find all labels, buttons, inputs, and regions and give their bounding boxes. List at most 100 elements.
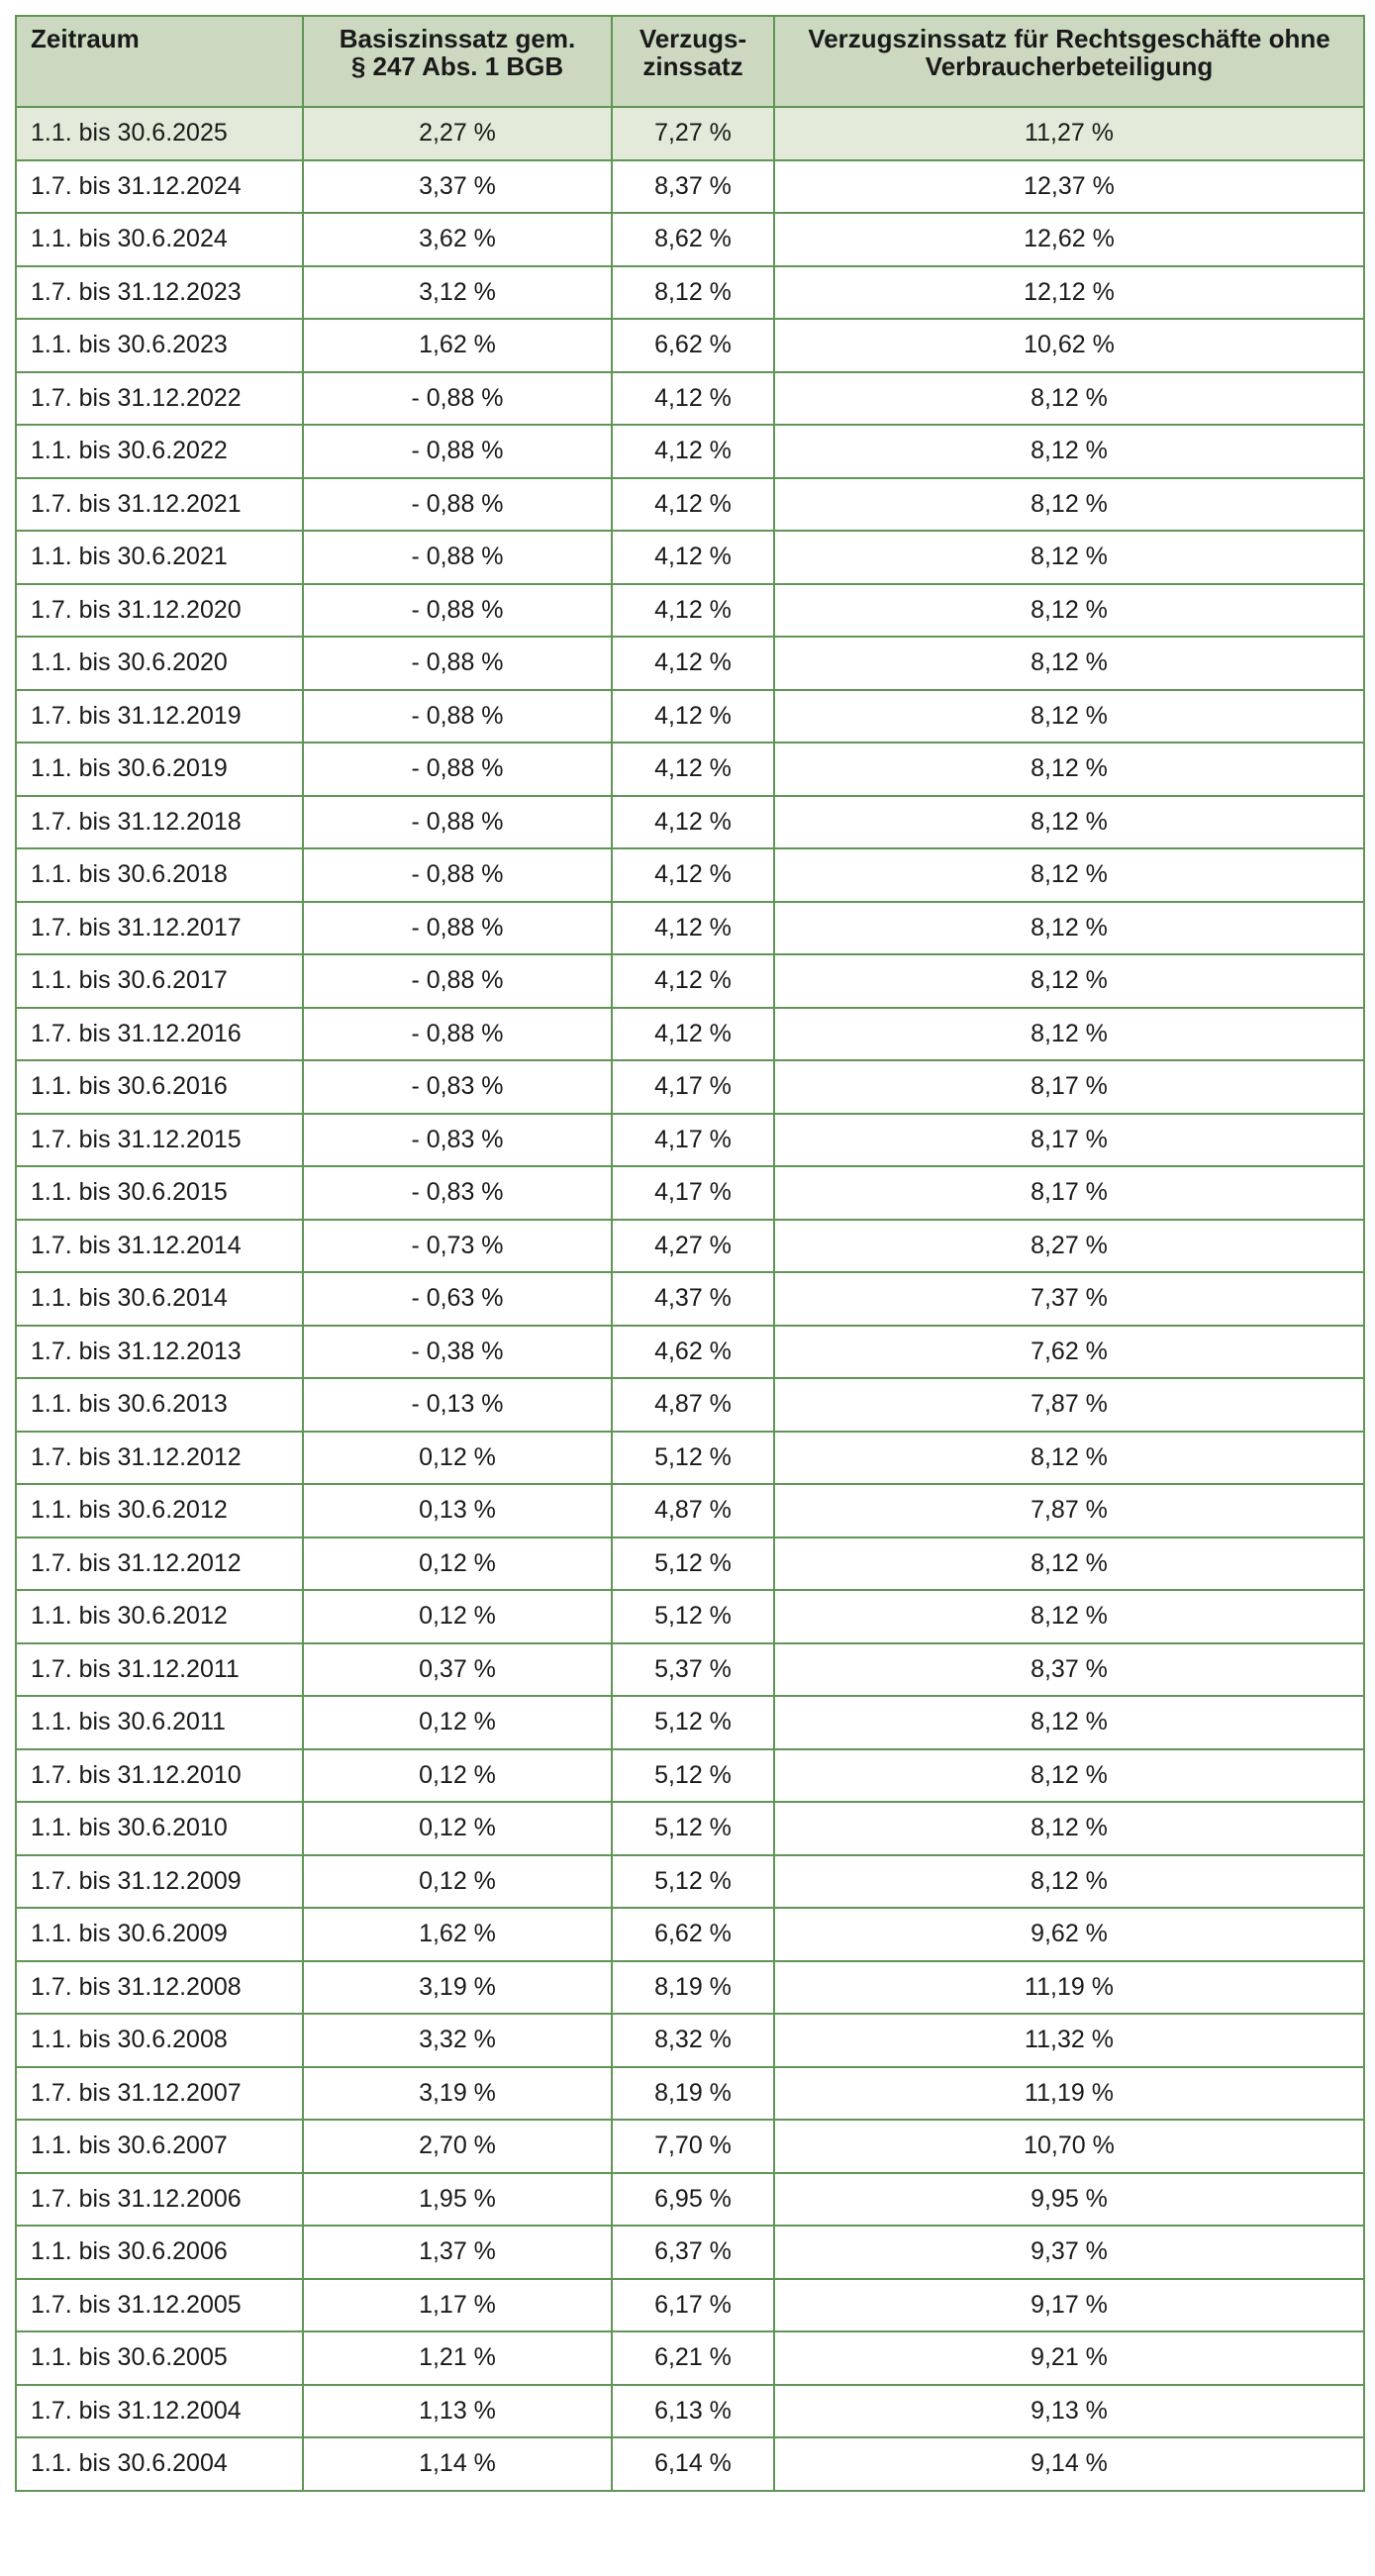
cell-verzugszinssatz: 4,12 % [611,1006,775,1061]
cell-rechtsgeschaefte: 10,70 % [773,2119,1365,2174]
cell-basiszinssatz: 3,32 % [302,2013,613,2068]
cell-zeitraum: 1.1. bis 30.6.2014 [15,1271,304,1327]
table-row: 1.1. bis 30.6.2012 0,13 % 4,87 % 7,87 % [15,1483,1365,1538]
cell-zeitraum: 1.1. bis 30.6.2023 [15,318,304,373]
table-row: 1.1. bis 30.6.2022- 0,88 % 4,12 % 8,12 % [15,424,1365,479]
table-row: 1.1. bis 30.6.2025 2,27 % 7,27 % 11,27 % [15,106,1365,161]
cell-rechtsgeschaefte: 8,17 % [773,1059,1365,1115]
table-row: 1.7. bis 31.12.2004 1,13 % 6,13 % 9,13 % [15,2383,1365,2438]
table-row: 1.7. bis 31.12.2019- 0,88 % 4,12 % 8,12 % [15,688,1365,743]
table-row: 1.1. bis 30.6.2004 1,14 % 6,14 % 9,14 % [15,2436,1365,2492]
table-row: 1.1. bis 30.6.2005 1,21 % 6,21 % 9,21 % [15,2330,1365,2386]
cell-zeitraum: 1.1. bis 30.6.2020 [15,636,304,691]
cell-zeitraum: 1.1. bis 30.6.2022 [15,424,304,479]
cell-zeitraum: 1.1. bis 30.6.2004 [15,2436,304,2492]
cell-basiszinssatz: - 0,88 % [302,582,613,638]
table-row: 1.7. bis 31.12.2010 0,12 % 5,12 % 8,12 % [15,1747,1365,1803]
table-row: 1.1. bis 30.6.2024 3,62 % 8,62 % 12,62 % [15,212,1365,267]
cell-rechtsgeschaefte: 9,37 % [773,2225,1365,2280]
header-rechtsgeschaefte-line2: Verbraucherbeteiligung [925,51,1214,81]
cell-zeitraum: 1.7. bis 31.12.2010 [15,1747,304,1803]
cell-verzugszinssatz: 8,62 % [611,212,775,267]
cell-basiszinssatz: 0,12 % [302,1536,613,1591]
table-row: 1.1. bis 30.6.2023 1,62 % 6,62 % 10,62 % [15,318,1365,373]
cell-zeitraum: 1.7. bis 31.12.2008 [15,1959,304,2015]
cell-verzugszinssatz: 5,12 % [611,1801,775,1856]
cell-zeitraum: 1.1. bis 30.6.2016 [15,1059,304,1115]
table-row: 1.7. bis 31.12.2023 3,12 % 8,12 % 12,12 % [15,264,1365,320]
table-row: 1.1. bis 30.6.2014- 0,63 % 4,37 % 7,37 % [15,1271,1365,1327]
table-row: 1.7. bis 31.12.2012 0,12 % 5,12 % 8,12 % [15,1430,1365,1485]
header-basiszinssatz: Basiszinssatz gem. § 247 Abs. 1 BGB [302,15,613,108]
cell-verzugszinssatz: 4,27 % [611,1218,775,1273]
cell-zeitraum: 1.1. bis 30.6.2012 [15,1589,304,1644]
cell-basiszinssatz: 2,70 % [302,2119,613,2174]
cell-rechtsgeschaefte: 8,12 % [773,1853,1365,1909]
cell-basiszinssatz: 1,14 % [302,2436,613,2492]
cell-rechtsgeschaefte: 11,19 % [773,1959,1365,2015]
cell-basiszinssatz: 0,12 % [302,1589,613,1644]
table-row: 1.1. bis 30.6.2020- 0,88 % 4,12 % 8,12 % [15,636,1365,691]
cell-rechtsgeschaefte: 8,12 % [773,1430,1365,1485]
table-row: 1.7. bis 31.12.2014- 0,73 % 4,27 % 8,27 % [15,1218,1365,1273]
cell-rechtsgeschaefte: 9,95 % [773,2171,1365,2227]
cell-basiszinssatz: 1,62 % [302,318,613,373]
cell-rechtsgeschaefte: 8,12 % [773,370,1365,426]
table-row: 1.7. bis 31.12.2020- 0,88 % 4,12 % 8,12 % [15,582,1365,638]
cell-basiszinssatz: 0,12 % [302,1747,613,1803]
cell-rechtsgeschaefte: 8,12 % [773,742,1365,797]
cell-basiszinssatz: - 0,88 % [302,636,613,691]
cell-basiszinssatz: - 0,88 % [302,688,613,743]
table-row: 1.1. bis 30.6.2008 3,32 % 8,32 % 11,32 % [15,2013,1365,2068]
table-row: 1.7. bis 31.12.2021- 0,88 % 4,12 % 8,12 % [15,476,1365,532]
cell-verzugszinssatz: 4,62 % [611,1324,775,1379]
cell-verzugszinssatz: 4,87 % [611,1483,775,1538]
table-row: 1.1. bis 30.6.2017- 0,88 % 4,12 % 8,12 % [15,953,1365,1009]
cell-verzugszinssatz: 4,17 % [611,1112,775,1167]
cell-verzugszinssatz: 8,32 % [611,2013,775,2068]
table-row: 1.1. bis 30.6.2018- 0,88 % 4,12 % 8,12 % [15,847,1365,903]
cell-rechtsgeschaefte: 10,62 % [773,318,1365,373]
cell-basiszinssatz: 0,13 % [302,1483,613,1538]
cell-rechtsgeschaefte: 7,62 % [773,1324,1365,1379]
cell-verzugszinssatz: 4,12 % [611,900,775,955]
cell-zeitraum: 1.7. bis 31.12.2021 [15,476,304,532]
cell-rechtsgeschaefte: 8,12 % [773,1589,1365,1644]
table-row: 1.7. bis 31.12.2008 3,19 % 8,19 % 11,19 % [15,1959,1365,2015]
cell-verzugszinssatz: 6,17 % [611,2277,775,2332]
cell-rechtsgeschaefte: 9,14 % [773,2436,1365,2492]
cell-verzugszinssatz: 4,17 % [611,1165,775,1221]
table-body: 1.1. bis 30.6.2025 2,27 % 7,27 % 11,27 % 1.7… [15,106,1365,2492]
cell-verzugszinssatz: 4,12 % [611,742,775,797]
cell-rechtsgeschaefte: 9,21 % [773,2330,1365,2386]
header-zeitraum-label: Zeitraum [31,24,140,53]
table-header: Zeitraum Basiszinssatz gem. § 247 Abs. 1… [15,15,1365,108]
table-row: 1.7. bis 31.12.2013- 0,38 % 4,62 % 7,62 % [15,1324,1365,1379]
cell-basiszinssatz: - 0,88 % [302,794,613,849]
cell-basiszinssatz: - 0,88 % [302,900,613,955]
cell-basiszinssatz: 0,12 % [302,1430,613,1485]
cell-zeitraum: 1.7. bis 31.12.2015 [15,1112,304,1167]
cell-verzugszinssatz: 7,70 % [611,2119,775,2174]
cell-rechtsgeschaefte: 8,12 % [773,636,1365,691]
cell-rechtsgeschaefte: 12,12 % [773,264,1365,320]
cell-zeitraum: 1.1. bis 30.6.2015 [15,1165,304,1221]
cell-verzugszinssatz: 5,12 % [611,1853,775,1909]
cell-verzugszinssatz: 5,12 % [611,1536,775,1591]
table-row: 1.7. bis 31.12.2022- 0,88 % 4,12 % 8,12 % [15,370,1365,426]
cell-verzugszinssatz: 4,37 % [611,1271,775,1327]
table-row: 1.1. bis 30.6.2010 0,12 % 5,12 % 8,12 % [15,1801,1365,1856]
cell-rechtsgeschaefte: 8,12 % [773,424,1365,479]
cell-zeitraum: 1.1. bis 30.6.2011 [15,1695,304,1750]
cell-verzugszinssatz: 7,27 % [611,106,775,161]
cell-basiszinssatz: 2,27 % [302,106,613,161]
cell-rechtsgeschaefte: 8,17 % [773,1112,1365,1167]
cell-basiszinssatz: 0,12 % [302,1853,613,1909]
cell-basiszinssatz: 3,19 % [302,1959,613,2015]
cell-zeitraum: 1.7. bis 31.12.2009 [15,1853,304,1909]
cell-zeitraum: 1.7. bis 31.12.2016 [15,1006,304,1061]
table-row: 1.7. bis 31.12.2016- 0,88 % 4,12 % 8,12 % [15,1006,1365,1061]
cell-basiszinssatz: - 0,88 % [302,847,613,903]
cell-rechtsgeschaefte: 9,13 % [773,2383,1365,2438]
cell-verzugszinssatz: 4,12 % [611,476,775,532]
